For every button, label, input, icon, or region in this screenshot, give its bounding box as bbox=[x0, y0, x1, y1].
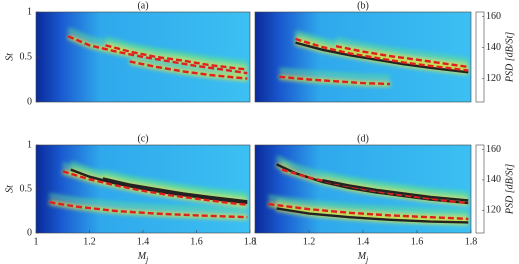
x-tick-label: 1.4 bbox=[357, 236, 370, 247]
x-axis-label-sub: j bbox=[145, 255, 149, 264]
panel-title: (a) bbox=[137, 0, 148, 11]
axes-box bbox=[254, 11, 472, 103]
heatmap-band bbox=[102, 169, 248, 196]
panel: (c) 0 0.5 1 1 1.2 1.4 1.6 1.8 St Mj bbox=[4, 133, 256, 264]
x-tick-label: 1.4 bbox=[137, 236, 150, 247]
curve bbox=[49, 201, 248, 219]
curve bbox=[322, 179, 469, 202]
y-tick-label: 0.5 bbox=[20, 51, 33, 62]
colorbar-tick-label: 160 bbox=[486, 144, 501, 155]
curve bbox=[70, 168, 248, 205]
curve bbox=[295, 41, 469, 74]
heatmap-band bbox=[279, 68, 391, 79]
curve bbox=[335, 45, 469, 69]
colorbar-label: PSD [dB/St] bbox=[504, 164, 515, 215]
panel: (a) 0 0.5 1 St bbox=[4, 0, 251, 107]
x-tick-label: 1 bbox=[34, 236, 39, 247]
x-tick-label: 1.8 bbox=[465, 236, 478, 247]
curve bbox=[281, 168, 469, 205]
heatmap-band bbox=[49, 193, 248, 212]
y-axis-label: St bbox=[4, 53, 15, 61]
x-axis-label-main: M bbox=[137, 251, 147, 262]
y-tick-label: 0 bbox=[27, 227, 32, 238]
colorbar-tick-label: 140 bbox=[486, 174, 501, 185]
heatmap-band bbox=[268, 195, 469, 214]
y-tick-label: 1 bbox=[27, 139, 32, 150]
colorbar-tick-label: 140 bbox=[486, 42, 501, 53]
y-axis-label: St bbox=[4, 185, 15, 193]
colorbar bbox=[475, 144, 485, 234]
heatmap-band bbox=[335, 37, 469, 62]
x-tick-label: 1 bbox=[253, 236, 258, 247]
x-tick-label: 1.6 bbox=[190, 236, 203, 247]
curve bbox=[105, 44, 248, 71]
curve bbox=[67, 35, 248, 75]
x-tick-label: 1.2 bbox=[303, 236, 316, 247]
y-tick-label: 0 bbox=[27, 96, 32, 107]
curve bbox=[295, 37, 469, 72]
panel-title: (c) bbox=[137, 133, 148, 144]
curve bbox=[102, 177, 248, 203]
colorbar-tick-label: 120 bbox=[486, 73, 501, 84]
heatmap-band bbox=[62, 162, 248, 200]
x-axis-label-main: M bbox=[357, 251, 367, 262]
y-tick-label: 0.5 bbox=[20, 183, 33, 194]
curve bbox=[268, 202, 469, 221]
heatmap-band bbox=[105, 36, 248, 65]
y-tick-label: 1 bbox=[27, 6, 32, 17]
curve bbox=[276, 207, 469, 224]
heatmap-band bbox=[295, 30, 469, 65]
x-axis-label-sub: j bbox=[365, 255, 369, 264]
curve bbox=[279, 75, 391, 86]
colorbar bbox=[475, 11, 485, 103]
x-tick-label: 1.6 bbox=[411, 236, 424, 247]
heatmap-band bbox=[70, 161, 248, 198]
x-axis-label: Mj bbox=[137, 251, 149, 264]
heatmap-band bbox=[322, 171, 469, 195]
colorbar-tick-label: 120 bbox=[486, 205, 501, 216]
panel-title: (b) bbox=[357, 0, 369, 11]
curve bbox=[62, 170, 248, 206]
panel-title: (d) bbox=[357, 133, 369, 144]
x-tick-label: 1.2 bbox=[83, 236, 96, 247]
colorbar-label: PSD [dB/St] bbox=[504, 32, 515, 83]
heatmap-band bbox=[67, 27, 248, 68]
curve bbox=[129, 60, 248, 80]
x-tick-label: 1.8 bbox=[244, 236, 257, 247]
heatmap-band bbox=[276, 199, 469, 217]
x-axis-label: Mj bbox=[357, 251, 369, 264]
colorbar-tick-label: 160 bbox=[486, 11, 501, 22]
